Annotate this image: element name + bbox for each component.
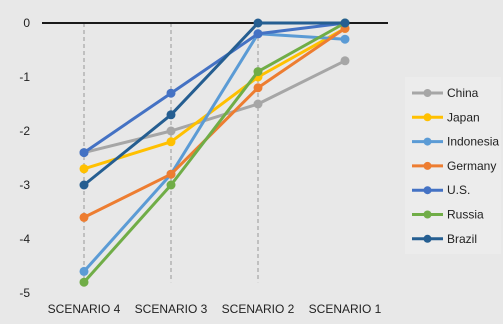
data-point-russia xyxy=(166,180,176,190)
legend-label: Japan xyxy=(447,110,480,124)
y-tick-label: -4 xyxy=(19,232,30,246)
x-tick-label: SCENARIO 2 xyxy=(222,302,295,316)
legend-label: China xyxy=(447,86,479,100)
legend-swatch-marker xyxy=(423,161,432,170)
data-point-russia xyxy=(253,67,263,77)
legend-swatch-marker xyxy=(423,186,432,195)
data-point-russia xyxy=(79,277,89,287)
data-point-indonesia xyxy=(340,34,350,44)
data-point-u-s xyxy=(253,29,263,39)
series-line-china xyxy=(83,59,346,155)
x-tick-label: SCENARIO 4 xyxy=(48,302,121,316)
legend-item-brazil: Brazil xyxy=(412,232,477,246)
legend-item-indonesia: Indonesia xyxy=(412,135,499,149)
legend-label: Russia xyxy=(447,208,484,222)
legend-item-russia: Russia xyxy=(412,208,484,222)
legend-swatch-marker xyxy=(423,113,432,122)
legend-swatch-marker xyxy=(423,234,432,243)
series-brazil xyxy=(79,18,350,190)
data-point-u-s xyxy=(166,88,176,98)
data-point-germany xyxy=(253,83,263,93)
legend-swatch-marker xyxy=(423,137,432,146)
series-russia xyxy=(79,18,350,287)
data-point-china xyxy=(340,56,350,66)
series-line-indonesia xyxy=(82,32,346,273)
legend-item-china: China xyxy=(412,86,479,100)
data-point-brazil xyxy=(79,180,89,190)
series-germany xyxy=(79,23,350,222)
x-tick-label: SCENARIO 3 xyxy=(135,302,208,316)
data-point-japan xyxy=(79,164,89,174)
data-point-china xyxy=(166,126,176,136)
series-line-u-s xyxy=(83,21,346,154)
legend-label: Indonesia xyxy=(447,135,499,149)
y-tick-label: -2 xyxy=(19,124,30,138)
data-point-china xyxy=(253,99,263,109)
x-axis-ticks: SCENARIO 4 SCENARIO 3 SCENARIO 2 SCENARIO 1 xyxy=(48,302,382,316)
series-group xyxy=(79,18,350,287)
y-tick-label: -1 xyxy=(19,70,30,84)
y-tick-label: 0 xyxy=(23,16,30,30)
data-point-germany xyxy=(79,212,89,222)
legend-item-germany: Germany xyxy=(412,159,496,173)
x-tick-label: SCENARIO 1 xyxy=(309,302,382,316)
legend-item-u-s: U.S. xyxy=(412,183,470,197)
y-axis-ticks: 0 -1 -2 -3 -4 -5 xyxy=(19,16,30,300)
series-u-s xyxy=(79,18,350,158)
legend-swatch-marker xyxy=(423,210,432,219)
legend-swatch-marker xyxy=(423,89,432,97)
series-line-germany xyxy=(83,27,346,219)
series-line-brazil xyxy=(83,21,345,187)
y-tick-label: -5 xyxy=(19,286,30,300)
series-japan xyxy=(79,23,350,174)
series-indonesia xyxy=(79,29,350,276)
data-point-indonesia xyxy=(79,266,89,276)
series-line-russia xyxy=(82,21,346,284)
legend-label: Brazil xyxy=(447,232,477,246)
legend-item-japan: Japan xyxy=(412,110,480,124)
y-tick-label: -3 xyxy=(19,178,30,192)
legend-label: U.S. xyxy=(447,183,470,197)
data-point-u-s xyxy=(79,148,89,158)
data-point-brazil xyxy=(166,110,176,120)
data-point-brazil xyxy=(253,18,263,28)
series-line-japan xyxy=(83,27,346,171)
data-point-germany xyxy=(166,169,176,179)
data-point-japan xyxy=(166,137,176,147)
data-point-brazil xyxy=(340,18,350,28)
legend: China Japan Indonesia Germany U.S. Russia Braz… xyxy=(405,77,501,254)
legend-label: Germany xyxy=(447,159,496,173)
